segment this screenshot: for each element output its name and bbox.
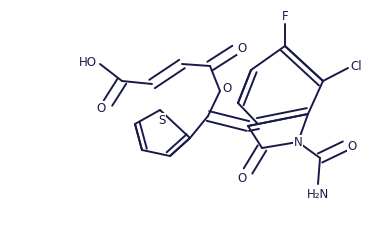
Text: N: N: [294, 136, 302, 149]
Text: O: O: [96, 102, 106, 114]
Text: O: O: [348, 139, 357, 153]
Text: O: O: [222, 82, 232, 95]
Text: Cl: Cl: [350, 60, 362, 73]
Text: O: O: [237, 172, 247, 185]
Text: S: S: [158, 113, 166, 126]
Text: H₂N: H₂N: [307, 187, 329, 200]
Text: F: F: [282, 10, 288, 22]
Text: HO: HO: [79, 56, 97, 68]
Text: O: O: [237, 42, 247, 55]
